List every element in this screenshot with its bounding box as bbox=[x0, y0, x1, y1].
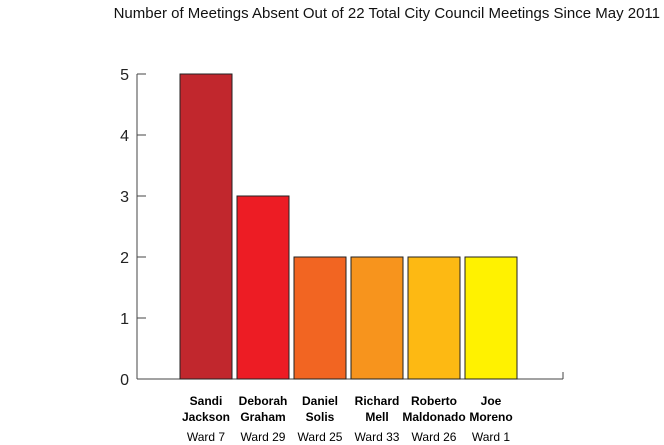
y-tick-label: 2 bbox=[120, 250, 129, 267]
x-label-last: Graham bbox=[240, 410, 285, 424]
x-label-ward: Ward 29 bbox=[241, 430, 286, 444]
x-label-first: Sandi bbox=[190, 394, 223, 408]
y-tick-label: 0 bbox=[120, 372, 129, 389]
bar bbox=[407, 256, 461, 380]
bar bbox=[236, 195, 290, 380]
x-label-ward: Ward 26 bbox=[412, 430, 457, 444]
x-label-first: Richard bbox=[355, 394, 400, 408]
x-label-ward: Ward 1 bbox=[472, 430, 511, 444]
y-tick-label: 3 bbox=[120, 189, 129, 206]
x-label-last: Maldonado bbox=[402, 410, 465, 424]
x-labels: Sandi Jackson Ward 7 Deborah Graham Ward 29 Da… bbox=[182, 394, 513, 444]
bar bbox=[464, 256, 518, 380]
x-label-last: Moreno bbox=[469, 410, 512, 424]
y-axis: 0 1 2 3 4 5 bbox=[120, 67, 146, 389]
x-label-first: Joe bbox=[481, 394, 502, 408]
bar bbox=[179, 73, 233, 380]
x-label-last: Mell bbox=[365, 410, 388, 424]
x-label-first: Roberto bbox=[411, 394, 457, 408]
bars bbox=[179, 73, 518, 380]
y-tick-label: 5 bbox=[120, 67, 129, 84]
x-label-ward: Ward 33 bbox=[355, 430, 400, 444]
x-label-first: Deborah bbox=[239, 394, 288, 408]
x-label-first: Daniel bbox=[302, 394, 338, 408]
x-label-ward: Ward 7 bbox=[187, 430, 226, 444]
x-label-ward: Ward 25 bbox=[298, 430, 343, 444]
y-tick-label: 1 bbox=[120, 311, 129, 328]
x-label-last: Solis bbox=[306, 410, 335, 424]
bar bbox=[350, 256, 404, 380]
bar bbox=[293, 256, 347, 380]
x-label-last: Jackson bbox=[182, 410, 230, 424]
y-tick-label: 4 bbox=[120, 128, 129, 145]
chart-title: Number of Meetings Absent Out of 22 Tota… bbox=[114, 5, 660, 22]
